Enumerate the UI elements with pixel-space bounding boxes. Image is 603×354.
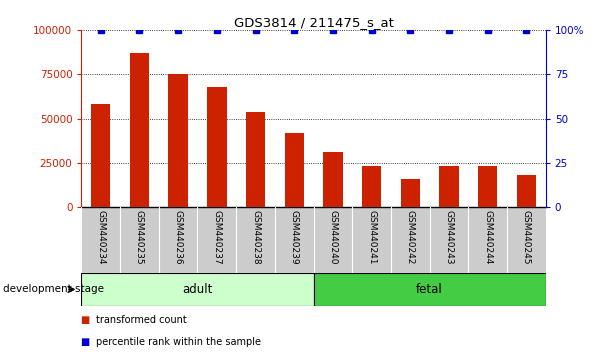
Text: GSM440239: GSM440239: [289, 210, 298, 265]
Title: GDS3814 / 211475_s_at: GDS3814 / 211475_s_at: [233, 16, 394, 29]
Text: GSM440243: GSM440243: [444, 210, 453, 265]
Bar: [314, 273, 546, 306]
Text: percentile rank within the sample: percentile rank within the sample: [96, 337, 262, 347]
Bar: [130, 53, 149, 207]
Text: development stage: development stage: [3, 284, 104, 295]
Bar: [323, 152, 343, 207]
Text: ■: ■: [81, 315, 94, 325]
Text: GSM440244: GSM440244: [483, 210, 492, 265]
Bar: [362, 166, 381, 207]
Text: GSM440234: GSM440234: [96, 210, 106, 265]
Bar: [285, 133, 304, 207]
Text: adult: adult: [182, 283, 213, 296]
Text: fetal: fetal: [416, 283, 443, 296]
Bar: [478, 166, 497, 207]
Bar: [91, 104, 110, 207]
Text: transformed count: transformed count: [96, 315, 187, 325]
Bar: [440, 166, 459, 207]
Bar: [168, 74, 188, 207]
Text: GSM440245: GSM440245: [522, 210, 531, 265]
Bar: [517, 175, 536, 207]
Text: GSM440236: GSM440236: [174, 210, 183, 265]
Bar: [81, 273, 314, 306]
Bar: [400, 179, 420, 207]
Bar: [246, 112, 265, 207]
Bar: [207, 87, 227, 207]
Text: ■: ■: [81, 337, 94, 347]
Text: GSM440237: GSM440237: [212, 210, 221, 265]
Text: GSM440241: GSM440241: [367, 210, 376, 265]
Text: GSM440240: GSM440240: [329, 210, 338, 265]
Text: GSM440238: GSM440238: [251, 210, 260, 265]
Text: GSM440235: GSM440235: [135, 210, 144, 265]
Text: GSM440242: GSM440242: [406, 210, 415, 265]
